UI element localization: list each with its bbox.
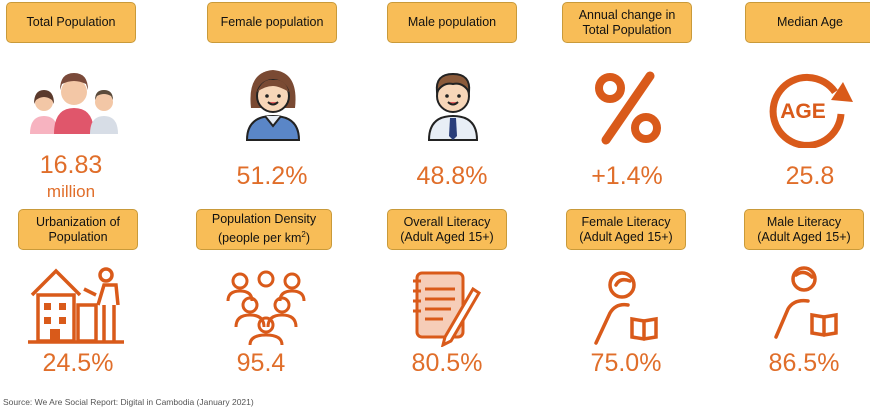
label-female-population: Female population bbox=[207, 2, 337, 43]
age-icon: AGE bbox=[769, 73, 853, 148]
percent-icon bbox=[595, 71, 661, 145]
tile-median-age: Median Age AGE 25.8 bbox=[745, 2, 870, 202]
value-median-age: 25.8 bbox=[785, 162, 835, 190]
label-annual-change: Annual change in Total Population bbox=[562, 2, 692, 43]
label-population-density: Population Density (people per km2) bbox=[196, 209, 332, 250]
tile-urbanization: Urbanization of Population 24.5% bbox=[18, 209, 150, 389]
tile-male-population: Male population 48.8% bbox=[387, 2, 519, 202]
female-reader-icon bbox=[594, 271, 658, 345]
value-male-literacy: 86.5% bbox=[768, 349, 840, 377]
unit-total-population: million bbox=[46, 182, 96, 201]
value-urbanization: 24.5% bbox=[42, 349, 114, 377]
value-annual-change: +1.4% bbox=[591, 162, 663, 190]
tile-male-literacy: Male Literacy (Adult Aged 15+) 86.5% bbox=[744, 209, 870, 389]
tile-annual-change: Annual change in Total Population +1.4% bbox=[562, 2, 694, 202]
tile-population-density: Population Density (people per km2) 95.4 bbox=[196, 209, 332, 389]
label-urbanization: Urbanization of Population bbox=[18, 209, 138, 250]
label-population-density-unit: (people per km bbox=[218, 231, 302, 246]
value-overall-literacy: 80.5% bbox=[411, 349, 483, 377]
value-population-density: 95.4 bbox=[236, 349, 286, 377]
family-icon bbox=[30, 73, 118, 134]
label-population-density-main: Population Density bbox=[211, 212, 317, 227]
tile-female-literacy: Female Literacy (Adult Aged 15+) 75.0% bbox=[566, 209, 698, 389]
value-male-population: 48.8% bbox=[416, 162, 488, 190]
value-female-literacy: 75.0% bbox=[590, 349, 662, 377]
label-total-population: Total Population bbox=[6, 2, 136, 43]
label-population-density-end: ) bbox=[305, 231, 310, 246]
label-overall-literacy-main: Overall Literacy bbox=[403, 214, 491, 229]
label-population-density-sub: (people per km2) bbox=[218, 227, 310, 246]
male-reader-icon bbox=[774, 266, 838, 339]
label-population-density-sup: 2 bbox=[301, 230, 306, 240]
label-median-age: Median Age bbox=[745, 2, 870, 43]
tile-overall-literacy: Overall Literacy (Adult Aged 15+) 80.5% bbox=[387, 209, 519, 389]
value-female-population: 51.2% bbox=[236, 162, 308, 190]
label-male-literacy-main: Male Literacy bbox=[766, 214, 842, 229]
female-icon bbox=[245, 70, 301, 141]
label-overall-literacy-sub: (Adult Aged 15+) bbox=[400, 229, 494, 244]
male-icon bbox=[427, 72, 479, 141]
crowd-icon bbox=[226, 270, 306, 346]
label-male-literacy-sub: (Adult Aged 15+) bbox=[757, 229, 851, 244]
label-overall-literacy: Overall Literacy (Adult Aged 15+) bbox=[387, 209, 507, 250]
label-female-literacy-main: Female Literacy bbox=[581, 214, 671, 229]
label-female-literacy: Female Literacy (Adult Aged 15+) bbox=[566, 209, 686, 250]
tile-total-population: Total Population 16.83 million bbox=[6, 2, 138, 202]
svg-text:AGE: AGE bbox=[780, 100, 826, 123]
source-note: Source: We Are Social Report: Digital in… bbox=[3, 397, 254, 407]
label-female-literacy-sub: (Adult Aged 15+) bbox=[579, 229, 673, 244]
label-male-literacy: Male Literacy (Adult Aged 15+) bbox=[744, 209, 864, 250]
city-icon bbox=[28, 267, 124, 344]
value-total-population: 16.83 bbox=[39, 151, 103, 179]
notepad-icon bbox=[413, 271, 482, 347]
tile-female-population: Female population 51.2% bbox=[207, 2, 339, 202]
label-male-population: Male population bbox=[387, 2, 517, 43]
